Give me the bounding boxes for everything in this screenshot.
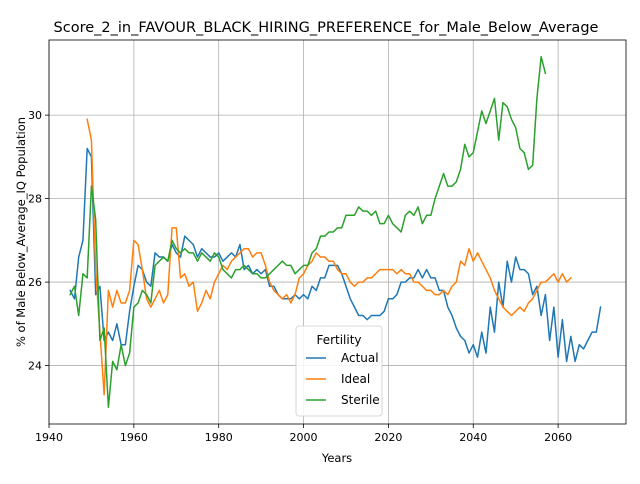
x-tick-label: 1960 xyxy=(120,431,148,444)
plot-frame xyxy=(48,39,627,425)
x-tick-label: 2000 xyxy=(290,431,318,444)
grid-lines xyxy=(48,40,626,424)
series-line-sterile xyxy=(69,55,547,409)
x-axis-label: Years xyxy=(321,451,352,465)
y-tick-label: 24 xyxy=(28,360,42,373)
y-axis-label: % of Male Below_Average_IQ Population xyxy=(14,117,28,347)
legend-label-actual: Actual xyxy=(341,351,379,365)
legend: Fertility Actual Ideal Sterile xyxy=(295,325,383,417)
y-tick-label: 30 xyxy=(28,109,42,122)
x-tick-label: 1980 xyxy=(205,431,233,444)
y-axis-ticks: 24 26 28 30 xyxy=(28,109,49,373)
x-axis-ticks: 1940 1960 1980 2000 2020 2040 2060 xyxy=(35,424,572,444)
legend-box xyxy=(295,325,383,417)
legend-title: Fertility xyxy=(316,333,361,347)
y-tick-label: 26 xyxy=(28,276,42,289)
chart-title: Score_2_in_FAVOUR_BLACK_HIRING_PREFERENC… xyxy=(54,20,599,36)
x-tick-label: 2060 xyxy=(544,431,572,444)
legend-label-sterile: Sterile xyxy=(341,393,380,407)
series-line-ideal xyxy=(86,118,572,396)
x-tick-label: 2040 xyxy=(459,431,487,444)
y-tick-label: 28 xyxy=(28,193,42,206)
series-group xyxy=(69,55,602,409)
legend-label-ideal: Ideal xyxy=(341,372,370,386)
x-tick-label: 2020 xyxy=(374,431,402,444)
x-tick-label: 1940 xyxy=(35,431,63,444)
